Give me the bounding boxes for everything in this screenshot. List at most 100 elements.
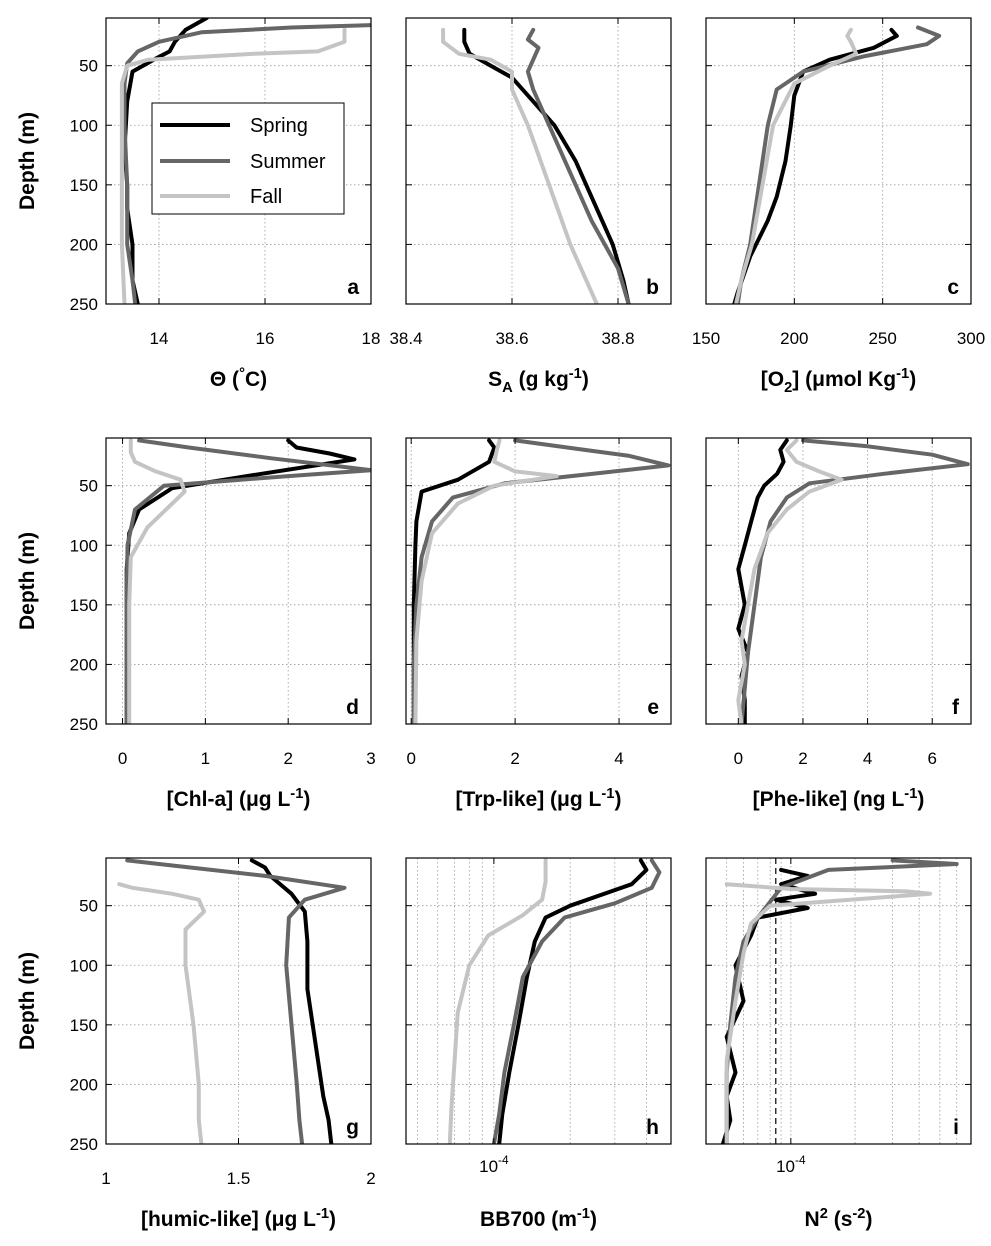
series-line-spring [462, 27, 631, 304]
series-group-c [732, 25, 942, 304]
panel-letter: h [646, 1116, 659, 1139]
series-line-summer [411, 438, 671, 724]
x-tick-label: 10-4 [479, 1153, 509, 1176]
panel-letter: i [953, 1116, 959, 1139]
series-group-h [447, 858, 662, 1144]
x-axis-label: SA (g kg-1) [488, 366, 589, 396]
panel-letter: f [952, 696, 960, 719]
x-tick-label: 38.4 [389, 329, 422, 348]
panel-letter: e [647, 696, 659, 719]
series-line-summer [724, 858, 959, 1144]
series-group-e [411, 438, 671, 724]
x-tick-label: 38.6 [495, 329, 528, 348]
panel-letter: d [346, 696, 359, 719]
axes-frame [705, 437, 972, 725]
y-tick-label: 200 [70, 655, 98, 674]
x-tick-label: 2 [366, 1169, 375, 1188]
x-tick-label: 0 [406, 749, 415, 768]
y-axis-label: Depth (m) [16, 952, 39, 1050]
legend-label-summer: Summer [250, 151, 326, 173]
axes-frame [405, 857, 672, 1145]
x-axis-label: [Trp-like] (μg L-1) [456, 786, 622, 811]
y-tick-label: 250 [70, 715, 98, 734]
x-tick-label: 18 [362, 329, 381, 348]
x-tick-label: 16 [256, 329, 275, 348]
y-tick-label: 200 [70, 235, 98, 254]
x-tick-label: 38.8 [601, 329, 634, 348]
y-tick-label: 250 [70, 295, 98, 314]
x-tick-label: 200 [780, 329, 808, 348]
x-tick-label: 0 [118, 749, 127, 768]
x-axis-label: BB700 (m-1) [480, 1206, 597, 1231]
axes-frame [105, 437, 372, 725]
x-tick-label: 1.5 [227, 1169, 251, 1188]
series-line-fall [413, 438, 559, 724]
panel-g: 50 100 150 200 250 Depth (m) 1 1.5 2 [humic-like]… [16, 857, 376, 1231]
x-tick-label: 2 [510, 749, 519, 768]
series-line-fall [724, 882, 933, 1144]
y-tick-label: 100 [70, 116, 98, 135]
series-line-spring [720, 867, 818, 1144]
series-group-i [720, 858, 959, 1144]
axes-frame [105, 857, 372, 1145]
series-group-d [124, 438, 371, 724]
series-line-summer [739, 438, 970, 724]
panel-h: 10-4 BB700 (m-1) h [405, 857, 672, 1231]
series-line-fall [117, 882, 207, 1144]
y-tick-label: 50 [79, 477, 98, 496]
x-tick-label: 4 [863, 749, 872, 768]
panel-b: 38.4 38.6 38.8 SA (g kg-1) b [389, 17, 672, 396]
axes-frame [705, 17, 972, 305]
panel-a: 50 100 150 200 250 Depth (m) 14 16 18 Θ (°C) a [16, 17, 381, 391]
axes-frame [105, 17, 372, 305]
x-tick-label: 1 [201, 749, 210, 768]
y-tick-label: 50 [79, 57, 98, 76]
x-tick-label: 3 [366, 749, 375, 768]
series-group-b [441, 27, 631, 304]
y-axis-label: Depth (m) [16, 532, 39, 630]
panel-e: 0 2 4 [Trp-like] (μg L-1) e [405, 437, 672, 811]
series-line-fall [127, 438, 187, 724]
panel-i: 10-4 N2 (s-2) i [705, 857, 972, 1231]
grid-e [406, 438, 671, 724]
x-axis-label: [Chl-a] (μg L-1) [167, 786, 311, 811]
x-tick-label: 10-4 [776, 1153, 806, 1176]
panel-letter: b [646, 276, 659, 299]
y-tick-label: 100 [70, 956, 98, 975]
series-line-spring [249, 858, 334, 1144]
x-axis-label: [Phe-like] (ng L-1) [753, 786, 925, 811]
x-tick-label: 14 [150, 329, 169, 348]
y-tick-label: 50 [79, 897, 98, 916]
series-group-f [736, 438, 970, 724]
legend-label-spring: Spring [250, 115, 308, 137]
series-line-summer [735, 25, 942, 304]
x-tick-label: 250 [868, 329, 896, 348]
grid-h [406, 858, 671, 1144]
x-tick-label: 150 [692, 329, 720, 348]
panel-f: 0 2 4 6[Phe-like] (ng L-1) f [705, 437, 972, 811]
axes-frame [705, 857, 972, 1145]
legend-label-fall: Fall [250, 186, 282, 208]
series-line-spring [122, 18, 209, 304]
x-tick-label: 6 [927, 749, 936, 768]
panel-c: 150 200 250 300 [O2] (μmol Kg-1) c [692, 17, 985, 396]
y-axis-label: Depth (m) [16, 112, 39, 210]
x-axis-label: Θ (°C) [210, 366, 267, 391]
grid-i [706, 858, 971, 1144]
series-line-summer [491, 858, 662, 1144]
series-line-spring [411, 438, 497, 724]
x-tick-label: 2 [798, 749, 807, 768]
series-line-spring [497, 858, 649, 1144]
x-tick-label: 4 [614, 749, 623, 768]
panel-letter: a [347, 276, 359, 299]
legend: Spring Summer Fall [151, 102, 345, 215]
y-tick-label: 150 [70, 596, 98, 615]
grid-g [106, 858, 371, 1144]
series-line-fall [447, 858, 548, 1144]
grid-f [706, 438, 971, 724]
y-tick-label: 150 [70, 176, 98, 195]
series-line-fall [441, 27, 599, 304]
series-line-fall [736, 438, 844, 724]
x-axis-label: [humic-like] (μg L-1) [141, 1206, 336, 1231]
